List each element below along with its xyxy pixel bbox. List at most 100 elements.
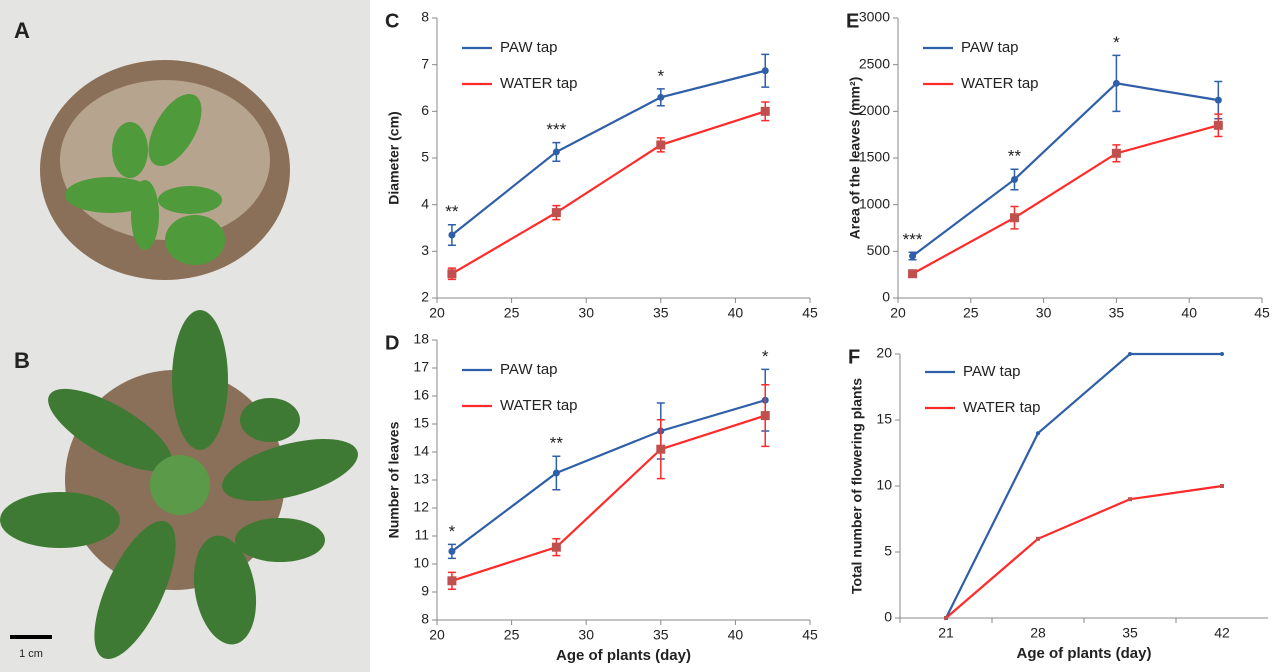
y-tick-label: 1500 [859,149,890,165]
marker [908,269,918,279]
significance-label: * [657,66,664,85]
y-tick-label: 2 [421,289,429,305]
y-tick-label: 17 [413,359,429,375]
panel-label: D [385,332,399,354]
marker [448,547,456,555]
x-tick-label: 30 [1036,305,1052,321]
x-tick-label: 35 [1122,625,1138,641]
x-tick-label: 45 [802,305,818,321]
x-tick-label: 30 [578,305,594,321]
marker [552,469,560,477]
marker [1128,497,1132,502]
marker [1213,120,1223,130]
x-axis-label: Age of plants (day) [1016,645,1151,662]
x-tick-label: 21 [938,625,954,641]
marker [448,231,456,239]
marker [552,148,560,156]
y-tick-label: 0 [884,609,892,625]
y-tick-label: 13 [413,471,429,487]
marker [760,411,770,421]
y-tick-label: 8 [421,611,429,627]
marker [1009,213,1019,223]
marker [1220,352,1224,356]
y-tick-label: 3 [421,242,429,258]
y-axis-label: Diameter (cm) [386,111,402,204]
marker [1128,352,1132,356]
y-tick-label: 5 [421,149,429,165]
panel-label: B [14,348,30,373]
series-line [451,110,766,275]
marker [656,140,666,150]
y-tick-label: 500 [867,242,891,258]
significance-label: ** [1008,147,1022,166]
legend-label: PAW tap [500,39,558,56]
x-tick-label: 25 [963,305,979,321]
x-tick-label: 25 [504,305,520,321]
marker [761,67,769,75]
marker [551,542,561,552]
series-line [945,352,1222,619]
x-tick-label: 35 [653,627,669,643]
significance-label: ** [550,434,564,453]
y-tick-label: 14 [413,443,429,459]
plant [65,93,225,265]
marker [909,252,917,260]
x-tick-label: 40 [728,627,744,643]
legend-label: PAW tap [961,39,1019,56]
significance-label: ** [445,202,459,221]
series-line [451,414,766,582]
y-tick-label: 15 [413,415,429,431]
series-line [912,124,1219,275]
plant [0,310,358,659]
y-tick-label: 2500 [859,55,890,71]
marker [944,616,948,620]
panel-label: C [385,10,399,32]
significance-label: *** [903,230,923,249]
panel-label: E [846,10,859,32]
marker [657,93,665,101]
x-tick-label: 20 [890,305,906,321]
x-tick-label: 35 [653,305,669,321]
legend-label: WATER tap [500,397,578,414]
series-line [945,484,1223,619]
y-tick-label: 7 [421,55,429,71]
y-tick-label: 9 [421,583,429,599]
marker [760,106,770,116]
y-tick-label: 2000 [859,102,890,118]
y-tick-label: 0 [882,289,890,305]
significance-label: * [762,347,769,366]
y-tick-label: 12 [413,499,429,515]
marker [1111,148,1121,158]
y-axis-label: Total number of flowering plants [849,378,865,594]
x-tick-label: 35 [1109,305,1125,321]
marker [447,576,457,586]
y-axis-label: Number of leaves [386,421,402,538]
significance-label: * [1113,33,1120,52]
legend-label: WATER tap [961,75,1039,92]
x-tick-label: 40 [728,305,744,321]
series-line [451,399,766,553]
legend-label: WATER tap [963,399,1041,416]
significance-label: * [449,522,456,541]
x-tick-label: 42 [1214,625,1230,641]
x-tick-label: 40 [1181,305,1197,321]
significance-label: *** [546,120,566,139]
y-tick-label: 1000 [859,195,890,211]
legend-label: PAW tap [500,361,558,378]
panel-label: F [848,346,860,368]
marker [1112,79,1120,87]
legend-label: WATER tap [500,75,578,92]
marker [656,444,666,454]
marker [1214,96,1222,104]
y-tick-label: 8 [421,9,429,25]
x-tick-label: 45 [1254,305,1270,321]
y-tick-label: 15 [876,411,892,427]
marker [551,208,561,218]
marker [1010,175,1018,183]
series-line [911,82,1219,257]
y-tick-label: 11 [414,527,429,543]
scale-bar-label: 1 cm [19,648,43,660]
marker [1036,536,1040,541]
y-tick-label: 18 [413,331,429,347]
